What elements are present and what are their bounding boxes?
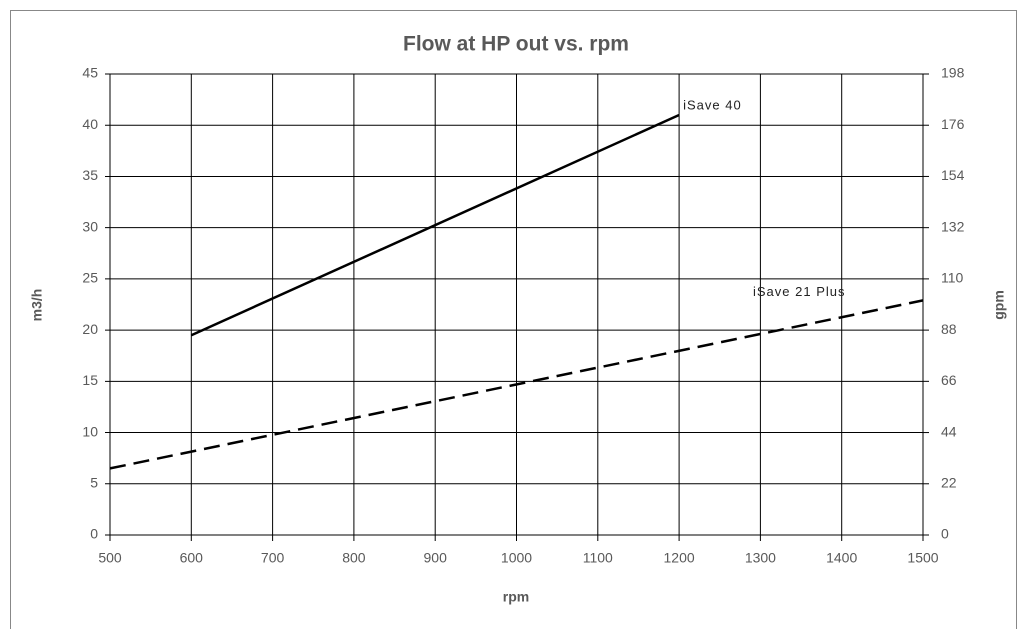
y2-tick-label: 110	[941, 270, 964, 286]
series-line	[190, 113, 680, 337]
y-tick-label: 30	[82, 218, 98, 234]
chart-title: Flow at HP out vs. rpm	[403, 33, 629, 56]
x-tick-label: 600	[180, 550, 204, 566]
y2-tick-label: 154	[941, 167, 965, 183]
chart-frame	[10, 10, 1017, 629]
series-label: iSave 21 Plus	[753, 284, 846, 299]
y2-axis-title: gpm	[991, 290, 1007, 320]
x-tick-label: 900	[424, 550, 448, 566]
y-tick-label: 40	[82, 116, 98, 132]
y-tick-label: 10	[82, 423, 98, 439]
y-tick-label: 5	[90, 474, 98, 490]
x-tick-label: 700	[261, 550, 285, 566]
y2-tick-label: 176	[941, 116, 965, 132]
y-tick-label: 25	[82, 270, 98, 286]
y-tick-label: 45	[82, 65, 98, 81]
x-axis-title: rpm	[503, 589, 529, 605]
y2-tick-label: 66	[941, 372, 957, 388]
x-tick-label: 1000	[501, 550, 532, 566]
x-tick-label: 500	[98, 550, 122, 566]
y-tick-label: 20	[82, 321, 98, 337]
y2-tick-label: 132	[941, 218, 965, 234]
x-tick-label: 1500	[907, 550, 938, 566]
series-line	[109, 299, 924, 470]
y2-tick-label: 198	[941, 65, 965, 81]
x-tick-label: 1400	[826, 550, 857, 566]
x-tick-label: 800	[342, 550, 366, 566]
y2-tick-label: 0	[941, 526, 949, 542]
y2-tick-label: 44	[941, 423, 957, 439]
y2-tick-label: 88	[941, 321, 957, 337]
x-tick-label: 1300	[745, 550, 776, 566]
x-tick-label: 1200	[664, 550, 695, 566]
y-axis-title: m3/h	[29, 289, 45, 322]
y2-tick-label: 22	[941, 474, 957, 490]
y-tick-label: 0	[90, 526, 98, 542]
y-tick-label: 35	[82, 167, 98, 183]
x-tick-label: 1100	[583, 550, 613, 566]
series-label: iSave 40	[683, 97, 742, 112]
y-tick-label: 15	[82, 372, 98, 388]
